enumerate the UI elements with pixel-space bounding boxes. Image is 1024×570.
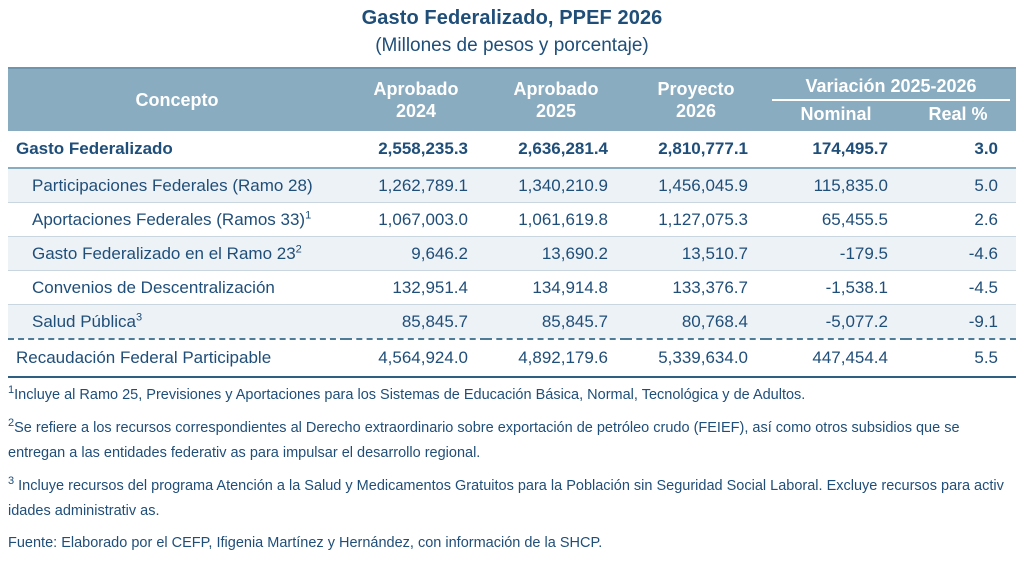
column-header-aprobado-2025: Aprobado 2025 — [486, 67, 626, 131]
row-aprobado-2025-cell: 85,845.7 — [486, 304, 626, 340]
gasto-federalizado-table: Concepto Aprobado 2024 Aprobado 2025 — [8, 67, 1016, 378]
table-row: Recaudación Federal Participable 4,564,92… — [8, 338, 1016, 378]
row-nominal-cell: -1,538.1 — [766, 270, 906, 305]
row-real-cell: -9.1 — [906, 304, 1016, 340]
row-concept-label: Aportaciones Federales (Ramos 33) — [32, 209, 306, 229]
row-proyecto-2026-cell: 1,456,045.9 — [626, 168, 766, 203]
column-header-concepto-label: Concepto — [135, 90, 219, 110]
row-proyecto-2026-cell: 1,127,075.3 — [626, 202, 766, 237]
row-aprobado-2025-cell: 13,690.2 — [486, 236, 626, 271]
footnote-2-marker: 2 — [8, 417, 15, 430]
row-aprobado-2024-cell: 9,646.2 — [346, 236, 486, 271]
row-real-cell: 3.0 — [906, 131, 1016, 169]
row-aprobado-2024-cell: 85,845.7 — [346, 304, 486, 340]
row-proyecto-2026-cell: 80,768.4 — [626, 304, 766, 340]
row-concept-cell: Gasto Federalizado — [8, 131, 346, 169]
row-aprobado-2024-cell: 132,951.4 — [346, 270, 486, 305]
row-concept-label: Participaciones Federales (Ramo 28) — [32, 175, 313, 195]
row-real-cell: 5.5 — [906, 338, 1016, 378]
source-line: Fuente: Elaborado por el CEFP, Ifigenia … — [8, 535, 603, 551]
row-real-cell: -4.5 — [906, 270, 1016, 305]
row-nominal-cell: 174,495.7 — [766, 131, 906, 169]
footnote-1-text: Incluye al Ramo 25, Previsiones y Aporta… — [14, 387, 806, 403]
column-header-real: Real % — [928, 103, 988, 124]
row-aprobado-2024-cell: 4,564,924.0 — [346, 338, 486, 378]
page-title: Gasto Federalizado, PPEF 2026 — [361, 7, 663, 29]
row-concept-cell: Participaciones Federales (Ramo 28) — [8, 168, 346, 203]
row-nominal-cell: -5,077.2 — [766, 304, 906, 340]
row-nominal-cell: 65,455.5 — [766, 202, 906, 237]
row-aprobado-2025-cell: 4,892,179.6 — [486, 338, 626, 378]
row-concept-label: Recaudación Federal Participable — [16, 348, 272, 367]
column-header-aprobado-2025-line2: 2025 — [535, 101, 577, 121]
row-footnote-marker: 1 — [305, 208, 312, 221]
row-nominal-cell: 447,454.4 — [766, 338, 906, 378]
footnote-2-text: Se refiere a los recursos correspondient… — [8, 420, 960, 461]
table-row: Participaciones Federales (Ramo 28) 1,262… — [8, 168, 1016, 203]
row-aprobado-2024-cell: 2,558,235.3 — [346, 131, 486, 169]
row-aprobado-2024-cell: 1,262,789.1 — [346, 168, 486, 203]
row-footnote-marker: 2 — [295, 242, 302, 255]
row-proyecto-2026-cell: 2,810,777.1 — [626, 131, 766, 169]
footnote-3: 3 Incluye recursos del programa Atención… — [8, 474, 1016, 524]
footnote-2: 2Se refiere a los recursos correspondien… — [8, 416, 1016, 466]
row-aprobado-2025-cell: 1,061,619.8 — [486, 202, 626, 237]
column-header-proyecto-2026: Proyecto 2026 — [626, 67, 766, 131]
row-aprobado-2025-cell: 2,636,281.4 — [486, 131, 626, 169]
title-block: Gasto Federalizado, PPEF 2026 (Millones … — [0, 0, 1024, 60]
column-header-proyecto-2026-line2: 2026 — [675, 101, 717, 121]
table-row: Aportaciones Federales (Ramos 33)1 1,067,… — [8, 202, 1016, 237]
row-concept-cell: Gasto Federalizado en el Ramo 232 — [8, 236, 346, 271]
row-footnote-marker: 3 — [135, 310, 143, 323]
column-header-proyecto-2026-line1: Proyecto — [657, 79, 735, 99]
row-aprobado-2025-cell: 134,914.8 — [486, 270, 626, 305]
footnotes: 1Incluye al Ramo 25, Previsiones y Aport… — [8, 383, 1016, 554]
column-header-nominal: Nominal — [800, 103, 872, 124]
column-header-variacion-label: Variación 2025-2026 — [772, 74, 1010, 101]
row-aprobado-2024-cell: 1,067,003.0 — [346, 202, 486, 237]
row-proyecto-2026-cell: 13,510.7 — [626, 236, 766, 271]
row-aprobado-2025-cell: 1,340,210.9 — [486, 168, 626, 203]
row-real-cell: 5.0 — [906, 168, 1016, 203]
row-nominal-cell: -179.5 — [766, 236, 906, 271]
table-container: Concepto Aprobado 2024 Aprobado 2025 — [8, 67, 1016, 378]
row-concept-label: Gasto Federalizado — [16, 139, 173, 158]
footnote-3-text: Incluye recursos del programa Atención a… — [8, 478, 1004, 519]
page-subtitle: (Millones de pesos y porcentaje) — [375, 35, 649, 56]
table-row: Salud Pública3 85,845.7 85,845.7 80,768.4 -5… — [8, 304, 1016, 340]
row-real-cell: 2.6 — [906, 202, 1016, 237]
row-concept-label: Salud Pública — [32, 311, 136, 331]
row-concept-cell: Recaudación Federal Participable — [8, 338, 346, 378]
table-row: Convenios de Descentralización 132,951.4 1… — [8, 270, 1016, 305]
row-nominal-cell: 115,835.0 — [766, 168, 906, 203]
footnote-1: 1Incluye al Ramo 25, Previsiones y Aport… — [8, 383, 1016, 408]
column-header-aprobado-2024-line1: Aprobado — [373, 79, 459, 99]
footnote-1-marker: 1 — [8, 384, 15, 397]
row-concept-cell: Salud Pública3 — [8, 304, 346, 340]
table-row: Gasto Federalizado 2,558,235.3 2,636,281.4… — [8, 131, 1016, 169]
row-proyecto-2026-cell: 133,376.7 — [626, 270, 766, 305]
column-header-variacion-group: Variación 2025-2026 Nominal Real % — [766, 67, 1016, 131]
row-concept-label: Gasto Federalizado en el Ramo 23 — [32, 243, 296, 263]
column-header-aprobado-2024-line2: 2024 — [395, 101, 437, 121]
table-body: Gasto Federalizado 2,558,235.3 2,636,281.4… — [8, 131, 1016, 378]
column-header-aprobado-2025-line1: Aprobado — [513, 79, 599, 99]
row-real-cell: -4.6 — [906, 236, 1016, 271]
row-concept-cell: Aportaciones Federales (Ramos 33)1 — [8, 202, 346, 237]
column-header-concepto: Concepto — [8, 67, 346, 131]
footnote-3-marker: 3 — [8, 475, 15, 488]
table-header: Concepto Aprobado 2024 Aprobado 2025 — [8, 67, 1016, 131]
column-header-aprobado-2024: Aprobado 2024 — [346, 67, 486, 131]
row-concept-label: Convenios de Descentralización — [32, 277, 275, 297]
table-row: Gasto Federalizado en el Ramo 232 9,646.2… — [8, 236, 1016, 271]
row-proyecto-2026-cell: 5,339,634.0 — [626, 338, 766, 378]
row-concept-cell: Convenios de Descentralización — [8, 270, 346, 305]
